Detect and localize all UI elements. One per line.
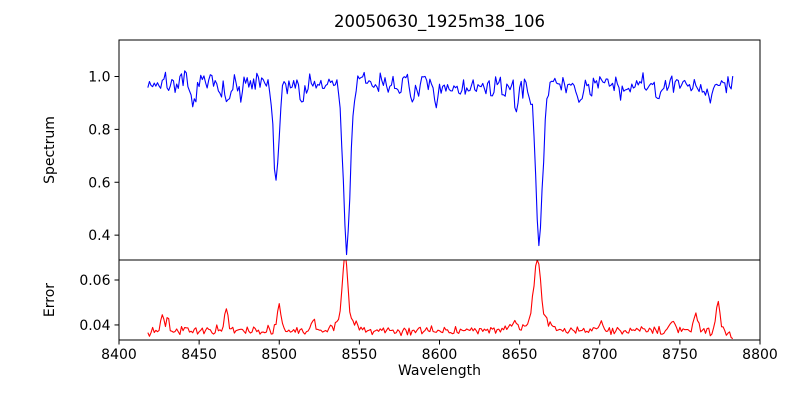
spectrum-y-tick-label: 0.6 (88, 175, 110, 191)
spectrum-y-tick-label: 0.8 (88, 122, 110, 138)
x-tick-label: 8700 (582, 347, 618, 363)
x-tick-label: 8450 (181, 347, 217, 363)
x-tick-label: 8400 (101, 347, 137, 363)
chart-title: 20050630_1925m38_106 (333, 12, 546, 31)
spectrum-panel-frame (118, 39, 761, 261)
x-tick-label: 8500 (261, 347, 297, 363)
x-tick-label: 8750 (662, 347, 698, 363)
error-y-tick-label: 0.04 (79, 318, 110, 334)
spectrum-y-tick-label: 0.4 (88, 228, 110, 244)
x-tick-label: 8800 (742, 347, 778, 363)
x-tick-label: 8600 (422, 347, 458, 363)
error-line (147, 260, 734, 340)
spectrum-line (147, 70, 734, 256)
spectrum-y-tick-label: 1.0 (88, 69, 110, 85)
x-tick-label: 8550 (342, 347, 378, 363)
error-panel-frame (118, 259, 761, 341)
error-y-tick-label: 0.06 (79, 273, 110, 289)
x-axis-label: Wavelength (397, 363, 482, 379)
x-tick-label: 8650 (502, 347, 538, 363)
